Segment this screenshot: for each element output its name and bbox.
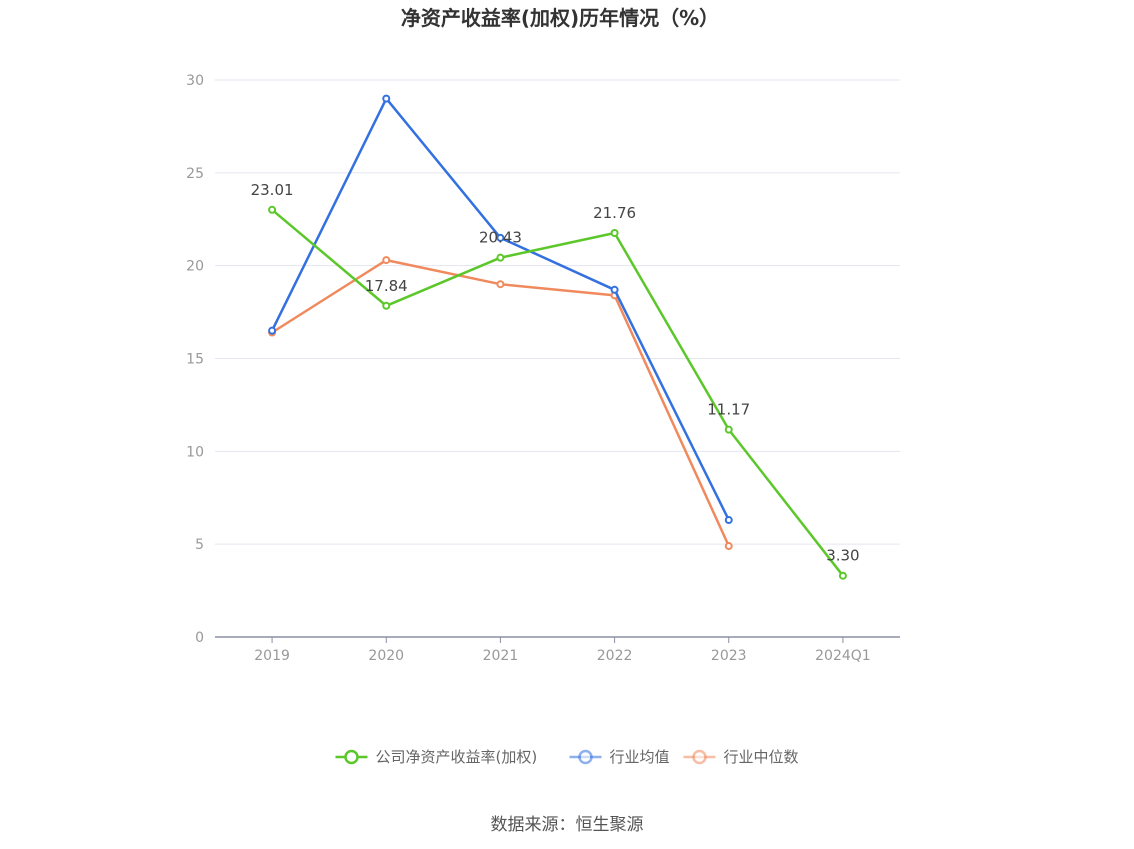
- x-tick-label: 2023: [711, 648, 747, 664]
- data-point: [610, 285, 619, 294]
- legend-label: 行业中位数: [724, 748, 799, 766]
- y-axis: 0 5 10 15 20 25 30: [186, 73, 204, 646]
- data-point: [382, 256, 391, 265]
- x-tick-label: 2021: [483, 648, 519, 664]
- y-tick-label: 25: [186, 166, 204, 182]
- data-point: [838, 571, 847, 580]
- legend-marker-icon: [578, 749, 593, 765]
- y-tick-label: 20: [186, 259, 204, 275]
- data-label: 21.76: [593, 204, 636, 222]
- legend-marker-icon: [692, 749, 707, 765]
- legend[interactable]: 公司净资产收益率(加权) 行业均值 行业中位数: [335, 748, 799, 766]
- data-label: 23.01: [251, 181, 294, 199]
- y-tick-label: 0: [195, 630, 204, 646]
- x-tick-label: 2020: [368, 648, 404, 664]
- legend-item[interactable]: 行业中位数: [683, 748, 799, 766]
- series-line: [271, 208, 844, 577]
- data-label: 17.84: [365, 277, 408, 295]
- series-line: [271, 258, 730, 547]
- x-axis: 2019 2020 2021 2022 2023 2024Q1: [215, 636, 900, 664]
- legend-label: 行业均值: [610, 748, 670, 766]
- x-tick-label: 2024Q1: [815, 648, 871, 664]
- y-tick-label: 15: [186, 352, 204, 368]
- data-point: [724, 425, 733, 434]
- x-tick-label: 2022: [597, 648, 633, 664]
- data-point: [724, 542, 733, 551]
- series-lines: [268, 94, 847, 580]
- data-label: 11.17: [707, 401, 750, 419]
- legend-item[interactable]: 行业均值: [569, 748, 670, 766]
- y-tick-label: 10: [186, 444, 204, 460]
- y-tick-label: 30: [186, 73, 204, 89]
- data-point: [382, 94, 391, 103]
- chart-title: 净资产收益率(加权)历年情况（%）: [401, 6, 719, 30]
- data-point: [724, 516, 733, 525]
- source-note: 数据来源：恒生聚源: [491, 815, 644, 835]
- data-point: [268, 205, 277, 214]
- y-tick-label: 5: [195, 537, 204, 553]
- data-point: [496, 253, 505, 262]
- data-point: [382, 301, 391, 310]
- legend-marker-icon: [344, 749, 359, 765]
- grid-lines: [215, 79, 900, 545]
- data-label: 3.30: [826, 547, 859, 565]
- data-point: [496, 233, 505, 242]
- legend-item[interactable]: 公司净资产收益率(加权): [335, 748, 538, 766]
- data-label: 20.43: [479, 229, 522, 247]
- data-point: [610, 228, 619, 237]
- data-labels: 23.01 17.84 20.43 21.76 11.17 3.30: [251, 181, 860, 565]
- data-point: [496, 280, 505, 289]
- legend-label: 公司净资产收益率(加权): [376, 748, 538, 766]
- x-tick-label: 2019: [254, 648, 290, 664]
- data-point: [268, 326, 277, 335]
